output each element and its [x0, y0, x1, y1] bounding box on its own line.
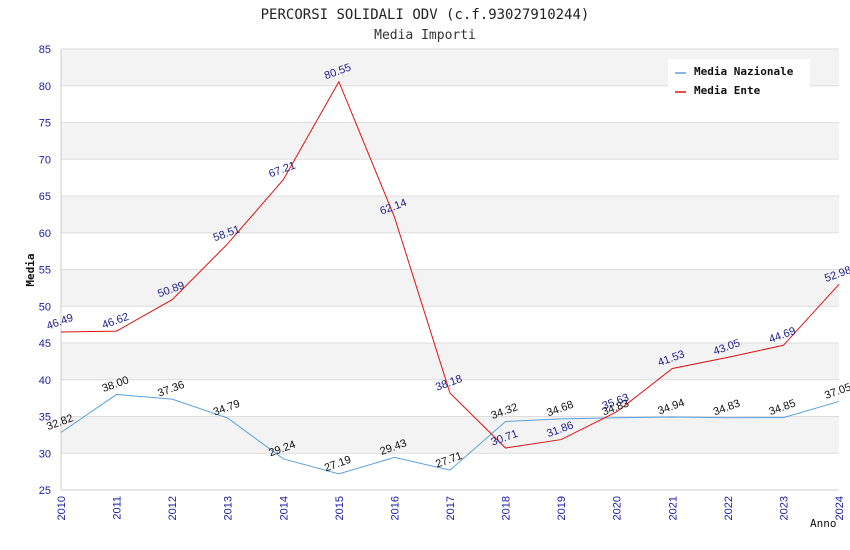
grid-band: [61, 453, 839, 490]
y-tick-label: 60: [39, 228, 51, 240]
y-axis-label: Media: [24, 253, 37, 286]
legend-label-media-ente: Media Ente: [694, 84, 761, 97]
chart-subtitle: Media Importi: [374, 28, 476, 43]
x-tick-label: 2021: [667, 496, 679, 520]
chart-title: PERCORSI SOLIDALI ODV (c.f.93027910244): [261, 7, 590, 23]
y-tick-label: 65: [39, 191, 51, 203]
x-tick-label: 2022: [723, 496, 735, 520]
x-tick-label: 2016: [389, 496, 401, 520]
x-tick-label: 2018: [501, 496, 513, 520]
y-tick-label: 55: [39, 265, 51, 277]
x-tick-label: 2017: [445, 496, 457, 520]
series-lines: [60, 80, 840, 475]
y-axis-ticks: 25 30 35 40 45 50 55 60 65 70 75 80 85: [39, 44, 51, 497]
legend-box: [668, 59, 810, 99]
gridlines: [60, 48, 839, 491]
grid-band: [61, 232, 839, 270]
x-tick-label: 2010: [56, 496, 68, 520]
y-tick-label: 80: [39, 81, 51, 93]
x-tick-label: 2024: [834, 496, 846, 520]
legend: Media Nazionale Media Ente: [668, 59, 810, 99]
y-tick-label: 30: [39, 448, 51, 460]
x-tick-label: 2023: [778, 496, 790, 520]
x-axis-ticks: 2010 2011 2012 2013 2014 2015 2016 2017 2018 2019…: [56, 496, 846, 520]
grid-band: [61, 306, 839, 343]
y-tick-label: 85: [39, 44, 51, 56]
y-tick-label: 35: [39, 412, 51, 424]
series-line-media-nazionale: [60, 393, 840, 475]
grid-band: [61, 379, 839, 417]
legend-label-media-nazionale: Media Nazionale: [694, 65, 794, 78]
y-tick-label: 75: [39, 118, 51, 130]
grid-band: [61, 196, 839, 233]
grid-bands: [61, 49, 839, 490]
grid-band: [61, 159, 839, 196]
x-tick-label: 2019: [556, 496, 568, 520]
y-tick-label: 40: [39, 375, 51, 387]
x-axis-label: Anno: [810, 517, 837, 530]
x-tick-label: 2015: [334, 496, 346, 520]
y-tick-label: 45: [39, 338, 51, 350]
grid-band: [61, 416, 839, 454]
x-tick-label: 2014: [278, 496, 290, 520]
grid-band: [61, 122, 839, 160]
series-line-media-ente: [60, 80, 840, 449]
y-tick-label: 70: [39, 154, 51, 166]
grid-band: [61, 269, 839, 307]
x-tick-label: 2013: [223, 496, 235, 520]
x-tick-label: 2020: [612, 496, 624, 520]
y-tick-label: 50: [39, 301, 51, 313]
x-tick-label: 2011: [112, 496, 124, 520]
y-tick-label: 25: [39, 485, 51, 497]
x-tick-label: 2012: [167, 496, 179, 520]
